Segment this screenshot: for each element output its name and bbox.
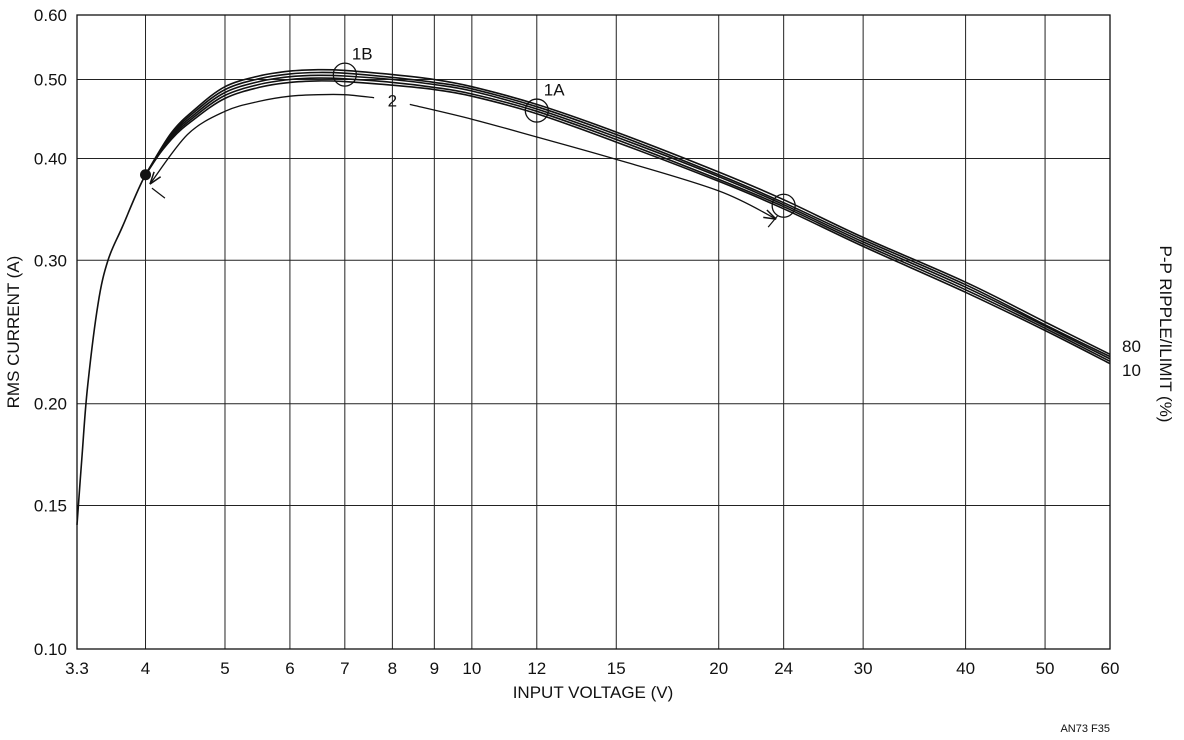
x-tick-label: 3.3: [65, 659, 89, 678]
y-tick-label: 0.60: [34, 6, 67, 25]
x-tick-label: 40: [956, 659, 975, 678]
grid-lines: [77, 15, 1110, 649]
curve-2-end-bar-right: [767, 214, 779, 228]
series-curve-5: [76, 80, 1111, 525]
x-tick-label: 10: [462, 659, 481, 678]
y-tick-label: 0.10: [34, 640, 67, 659]
curve-2-arrow-right: [763, 209, 777, 220]
x-tick-label: 6: [285, 659, 294, 678]
y-axis-title: RMS CURRENT (A): [4, 256, 23, 409]
curve-2-right-branch: [409, 103, 777, 220]
x-tick-label: 50: [1036, 659, 1055, 678]
x-tick-label: 15: [607, 659, 626, 678]
y-tick-label: 0.40: [34, 149, 67, 168]
x-tick-label: 30: [854, 659, 873, 678]
operating-point-circle: [332, 62, 357, 87]
x-tick-label: 9: [430, 659, 439, 678]
y-tick-labels: 0.10 0.15 0.20 0.30 0.40 0.50 0.60: [34, 6, 67, 659]
series-curve-3: [144, 74, 1111, 360]
operating-point-label: 1B: [352, 45, 373, 64]
curve-2-left-branch: [149, 93, 375, 185]
x-tick-label: 60: [1101, 659, 1120, 678]
plot-frame: [76, 14, 1111, 650]
x-tick-label: 4: [141, 659, 150, 678]
series-curves: [76, 68, 1111, 525]
series-curve-2: [144, 71, 1111, 358]
operating-point-dot: [140, 169, 152, 181]
y-tick-label: 0.15: [34, 497, 67, 516]
x-tick-label: 12: [527, 659, 546, 678]
series-curve-1: [144, 68, 1111, 356]
x-tick-label: 7: [340, 659, 349, 678]
curve-2-end-bar-left: [151, 187, 166, 199]
y-tick-label: 0.30: [34, 251, 67, 270]
x-tick-labels: 3.3 4 5 6 7 8 9 10 12 15 20 24 30 40 50 60: [65, 659, 1119, 678]
x-tick-label: 24: [774, 659, 793, 678]
series-end-label-10: 10: [1122, 361, 1141, 380]
y-tick-label: 0.50: [34, 71, 67, 90]
y-tick-label: 0.20: [34, 395, 67, 414]
series-curve-4: [144, 77, 1111, 363]
x-tick-label: 20: [709, 659, 728, 678]
curve-2-label: 2: [388, 92, 397, 111]
x-axis-title: INPUT VOLTAGE (V): [513, 683, 674, 702]
operating-point-circle: [771, 193, 796, 218]
right-axis-title: P-P RIPPLE/ILIMIT (%): [1156, 246, 1175, 423]
x-tick-label: 8: [388, 659, 397, 678]
curve-2-arrow-left: [149, 171, 162, 185]
operating-point-label: 1A: [544, 81, 565, 100]
x-tick-label: 5: [220, 659, 229, 678]
figure-note: AN73 F35: [1060, 723, 1110, 735]
annotations: 2 1B 1A: [140, 45, 796, 228]
operating-point-circle: [524, 98, 549, 123]
series-end-label-80: 80: [1122, 337, 1141, 356]
